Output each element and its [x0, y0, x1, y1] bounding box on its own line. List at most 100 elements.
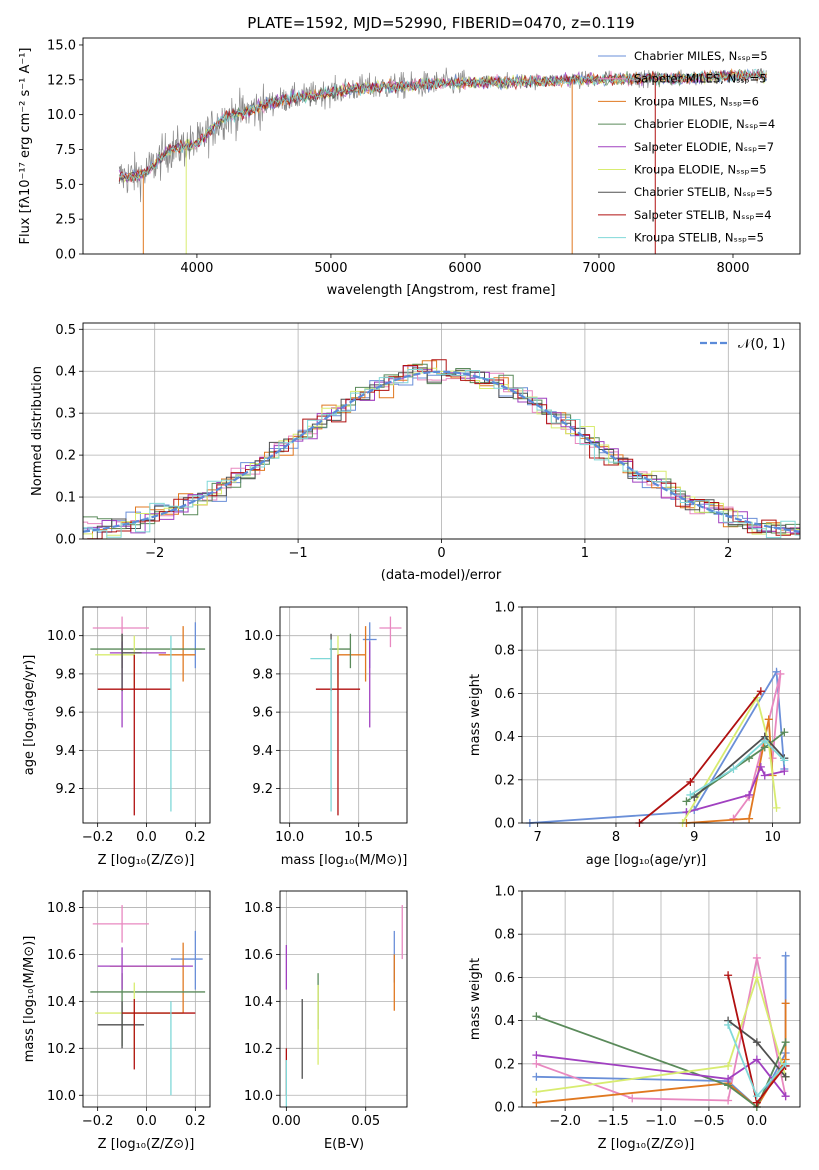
ageM-frame: [279, 606, 408, 824]
massE-ytick-label: 10.8: [244, 901, 273, 916]
wAge-marker-salpeter_elodie: [756, 762, 765, 771]
mass-vs-ebv-panel: E(B-V) 0.00 0.05 10.0 10.2 10.4 10.6 10.8: [244, 890, 408, 1152]
residual-ylabel: Normed distribution: [30, 366, 45, 496]
spectrum-xlabel: wavelength [Angstrom, rest frame]: [327, 283, 556, 298]
wAge-ytick-label: 0.8: [494, 644, 515, 659]
wZ-marker-salpeter_miles: [752, 953, 761, 962]
spectrum-xtick-label: 5000: [314, 261, 347, 276]
massE-ytick-label: 10.6: [244, 948, 273, 963]
wAge-xtick-label: 8: [612, 830, 620, 845]
wZ-frame: [521, 890, 801, 1108]
massZ-ytick-label: 10.6: [47, 948, 76, 963]
wAge-xtick-label: 9: [690, 830, 698, 845]
ageM-xtick-label: 10.5: [344, 830, 373, 845]
spectrum-ylabel: Flux [fλ10⁻¹⁷ erg cm⁻² s⁻¹ A⁻¹]: [18, 48, 33, 245]
wZ-ytick-label: 0.4: [494, 1014, 515, 1029]
legend-label-chabrier_miles: Chabrier MILES, Nₛₛₚ=5: [634, 49, 768, 63]
wZ-series-chabrier_elodie: [536, 1015, 787, 1109]
spectrum-ytick-label: 5.0: [55, 178, 76, 193]
legend-label-kroupa_miles: Kroupa MILES, Nₛₛₚ=6: [634, 94, 759, 108]
residual-ytick-label: 0.4: [55, 365, 76, 380]
wZ-marker-chabrier_elodie: [781, 1038, 790, 1047]
wZ-xtick-label: −2.0: [549, 1114, 581, 1129]
wZ-marker-kroupa_elodie: [532, 1087, 541, 1096]
residual-hist-kroupa_stelib: [83, 369, 800, 539]
ageZ-ylabel: age [log₁₀(age/yr)]: [22, 655, 37, 776]
legend-label-kroupa_stelib: Kroupa STELIB, Nₛₛₚ=5: [634, 231, 764, 245]
wZ-marker-chabrier_stelib: [752, 1038, 761, 1047]
wAge-marker-kroupa_stelib: [729, 765, 738, 773]
ageZ-errorbars: [90, 616, 206, 816]
wZ-ylabel: mass weight: [468, 958, 483, 1040]
weight-vs-age-panel: age [log₁₀(age/yr)] mass weight 7 8 9 10 0.0…: [468, 601, 801, 868]
spectrum-panel: PLATE=1592, MJD=52990, FIBERID=0470, z=0…: [18, 14, 801, 298]
wAge-marker-chabrier_elodie: [780, 728, 789, 737]
wZ-marker-salpeter_miles: [628, 1094, 637, 1103]
legend-label-salpeter_stelib: Salpeter STELIB, Nₛₛₚ=4: [634, 208, 772, 222]
wZ-xtick-label: −0.5: [693, 1114, 725, 1129]
legend-label-kroupa_elodie: Kroupa ELODIE, Nₛₛₚ=5: [634, 163, 767, 177]
wZ-marker-kroupa_miles: [532, 1098, 541, 1107]
ageM-ytick-label: 9.8: [252, 667, 273, 682]
massZ-xtick-label: 0.2: [185, 1114, 206, 1129]
spectrum-lines: [118, 67, 767, 254]
ageM-xlabel: mass [log₁₀(M/M⊙)]: [281, 853, 408, 868]
wAge-marker-kroupa_miles: [764, 715, 773, 724]
spectrum-frame: [82, 37, 801, 255]
wAge-xtick-label: 10: [764, 830, 781, 845]
wZ-marker-kroupa_stelib: [752, 1092, 761, 1101]
wAge-marker-kroupa_elodie: [772, 803, 781, 812]
ageZ-xtick-label: 0.0: [136, 830, 157, 845]
wZ-xtick-label: −1.5: [597, 1114, 629, 1129]
residual-ytick-label: 0.5: [55, 323, 76, 338]
wZ-marker-kroupa_elodie: [752, 973, 761, 982]
wZ-ytick-label: 0.8: [494, 928, 515, 943]
wZ-marker-kroupa_elodie: [724, 1061, 733, 1070]
spectrum-xtick-label: 7000: [582, 261, 615, 276]
ageZ-ytick-label: 9.6: [55, 706, 76, 721]
wZ-marker-kroupa_stelib: [781, 1059, 790, 1068]
massZ-ytick-label: 10.8: [47, 901, 76, 916]
wZ-marker-kroupa_miles: [781, 999, 790, 1008]
wAge-marker-kroupa_miles: [745, 814, 754, 823]
residual-xtick-label: 1: [581, 546, 589, 561]
wAge-marker-kroupa_stelib: [760, 736, 769, 745]
spectrum-ytick-label: 0.0: [55, 248, 76, 263]
wZ-marker-salpeter_elodie: [781, 1092, 790, 1101]
wZ-ytick-label: 0.2: [494, 1057, 515, 1072]
massZ-xlabel: Z [log₁₀(Z/Z⊙)]: [98, 1137, 195, 1152]
ageZ-xtick-label: 0.2: [185, 830, 206, 845]
massZ-ytick-label: 10.2: [47, 1042, 76, 1057]
massZ-xtick-label: −0.2: [82, 1114, 114, 1129]
wAge-ytick-label: 1.0: [494, 601, 515, 616]
spectrum-ytick-label: 2.5: [55, 213, 76, 228]
massE-ytick-label: 10.4: [244, 995, 273, 1010]
spectrum-ytick-label: 15.0: [47, 38, 76, 53]
legend-label-salpeter_elodie: Salpeter ELODIE, Nₛₛₚ=7: [634, 140, 774, 154]
spectrum-ytick-label: 10.0: [47, 108, 76, 123]
wAge-series-kroupa_stelib: [689, 739, 785, 796]
wZ-marker-salpeter_elodie: [532, 1051, 541, 1060]
ageZ-ytick-label: 10.0: [47, 629, 76, 644]
massE-xtick-label: 0.00: [272, 1114, 301, 1129]
legend-label-chabrier_elodie: Chabrier ELODIE, Nₛₛₚ=4: [634, 117, 775, 131]
legend-label-salpeter_miles: Salpeter MILES, Nₛₛₚ=5: [634, 72, 767, 86]
wAge-marker-salpeter_elodie: [760, 771, 769, 780]
gaussian-legend-label: 𝒩(0, 1): [738, 337, 785, 352]
residual-xtick-label: −1: [289, 546, 308, 561]
residual-steps: [83, 359, 800, 539]
wZ-marker-kroupa_stelib: [724, 1020, 733, 1029]
wZ-marker-chabrier_miles: [781, 951, 790, 960]
ageM-errorbars: [310, 616, 402, 816]
residual-panel: (data-model)/error Normed distribution −…: [30, 322, 801, 583]
age-vs-mass-panel: mass [log₁₀(M/M⊙)] 10.0 10.5 9.2 9.4 9.6 9.8 1…: [244, 606, 408, 868]
massE-ytick-label: 10.0: [244, 1089, 273, 1104]
wZ-marker-salpeter_stelib: [724, 971, 733, 980]
massZ-ytick-label: 10.4: [47, 995, 76, 1010]
wAge-marker-salpeter_stelib: [756, 687, 765, 696]
wAge-marker-salpeter_elodie: [745, 790, 754, 799]
ageZ-ytick-label: 9.8: [55, 667, 76, 682]
model-spectrum-kroupa_stelib: [118, 68, 767, 182]
wAge-marker-kroupa_stelib: [686, 790, 695, 799]
